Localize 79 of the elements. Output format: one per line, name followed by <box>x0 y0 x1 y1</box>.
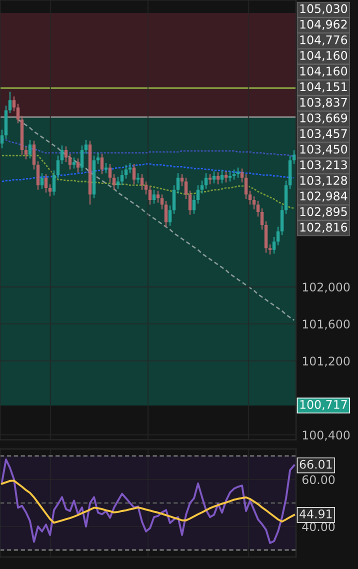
candlestick <box>128 162 132 174</box>
candlestick <box>28 139 32 159</box>
candlestick <box>172 184 176 214</box>
candlestick <box>36 160 40 190</box>
candlestick <box>68 153 72 170</box>
candlestick <box>84 139 88 154</box>
candlestick <box>56 155 60 180</box>
text: 105,030 <box>300 4 348 14</box>
text: 103,457 <box>300 129 347 140</box>
text: 104,160 <box>300 66 348 77</box>
candlestick <box>144 180 148 195</box>
text: 104,160 <box>300 51 348 62</box>
band-label: 100,717 <box>300 400 347 410</box>
candlestick <box>276 226 280 246</box>
text: 104,776 <box>300 35 348 46</box>
candlestick <box>264 220 268 254</box>
candlestick <box>268 244 272 256</box>
candlestick <box>292 150 296 164</box>
text: 102,895 <box>300 207 347 218</box>
candlestick <box>176 172 180 194</box>
candlestick <box>52 170 56 196</box>
line-series <box>1 480 296 524</box>
candlestick <box>232 168 236 180</box>
text: 104,151 <box>300 82 347 92</box>
candlestick <box>164 200 168 228</box>
candlestick <box>280 204 284 236</box>
candlestick <box>60 144 64 164</box>
annotation: 66.01 <box>300 460 332 469</box>
candlestick <box>104 162 108 174</box>
text: 103,128 <box>300 176 348 186</box>
candlestick <box>32 140 36 170</box>
candlestick <box>44 174 48 194</box>
text: 104,962 <box>300 20 347 30</box>
candlestick <box>16 103 20 124</box>
candlestick <box>244 174 248 200</box>
y-tick-label: 40.00 <box>302 522 335 532</box>
candlestick <box>8 91 12 114</box>
candlestick <box>80 144 84 172</box>
candlestick <box>200 180 204 194</box>
candlestick <box>76 158 80 173</box>
candlestick <box>72 156 76 170</box>
candlestick <box>224 170 228 183</box>
candlestick <box>188 190 192 216</box>
candlestick <box>24 146 28 160</box>
text: 102,984 <box>300 192 348 202</box>
y-tick-label: 101,200 <box>302 356 350 367</box>
candlestick <box>184 177 188 200</box>
text: 103,669 <box>300 113 348 124</box>
candlestick <box>132 163 136 185</box>
text: 103,213 <box>300 160 347 170</box>
candlestick <box>64 146 68 163</box>
y-tick-label: 101,600 <box>302 320 350 330</box>
y-tick-label: 100,400 <box>302 430 350 441</box>
text: 102,816 <box>300 222 348 233</box>
candlestick <box>272 236 276 254</box>
candlestick <box>0 129 4 149</box>
candlestick <box>196 184 200 204</box>
y-tick-label: 102,000 <box>302 282 350 293</box>
candlestick <box>108 163 112 183</box>
candlestick <box>220 170 224 184</box>
candlestick <box>120 170 124 186</box>
candlestick <box>192 194 196 214</box>
candlestick <box>252 196 256 210</box>
annotation: 44.91 <box>300 509 332 518</box>
candlestick <box>260 208 264 230</box>
candlestick <box>248 190 252 206</box>
candlestick <box>124 164 128 180</box>
candlestick <box>240 168 244 183</box>
candlestick <box>100 153 104 175</box>
y-tick-label: 60.00 <box>302 475 335 484</box>
candlestick <box>160 194 164 210</box>
candlestick <box>152 189 156 204</box>
text: 103,837 <box>300 98 347 108</box>
candlestick <box>256 200 260 218</box>
candlestick <box>168 204 172 226</box>
text: 103,450 <box>300 144 348 155</box>
candlestick <box>148 186 152 206</box>
candlestick <box>12 96 16 112</box>
candlestick <box>228 170 232 182</box>
